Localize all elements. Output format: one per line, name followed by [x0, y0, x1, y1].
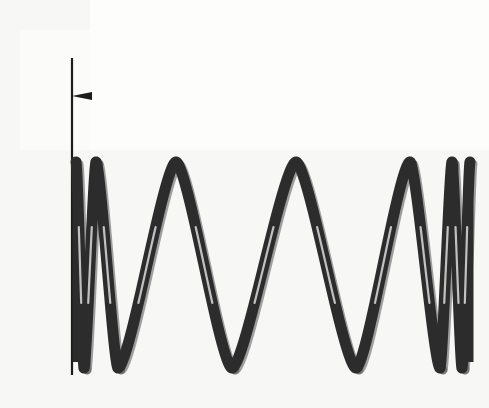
coil-highlight — [102, 225, 112, 305]
coil-highlight — [463, 225, 469, 305]
coil-highlight — [373, 225, 393, 305]
coil-highlight — [253, 225, 275, 305]
coil-highlight — [454, 225, 460, 305]
coil-highlight — [443, 225, 449, 305]
coil-highlight — [419, 225, 431, 305]
coil-highlight — [194, 225, 214, 305]
coil-highlight — [77, 225, 83, 305]
background-patch — [20, 30, 90, 150]
background-patch — [90, 0, 489, 150]
coil-highlight — [316, 225, 336, 305]
pointer-arrow-icon — [72, 92, 92, 100]
coil-highlight — [137, 225, 157, 305]
coil-highlight — [87, 225, 93, 305]
spring-highlights — [77, 225, 469, 305]
